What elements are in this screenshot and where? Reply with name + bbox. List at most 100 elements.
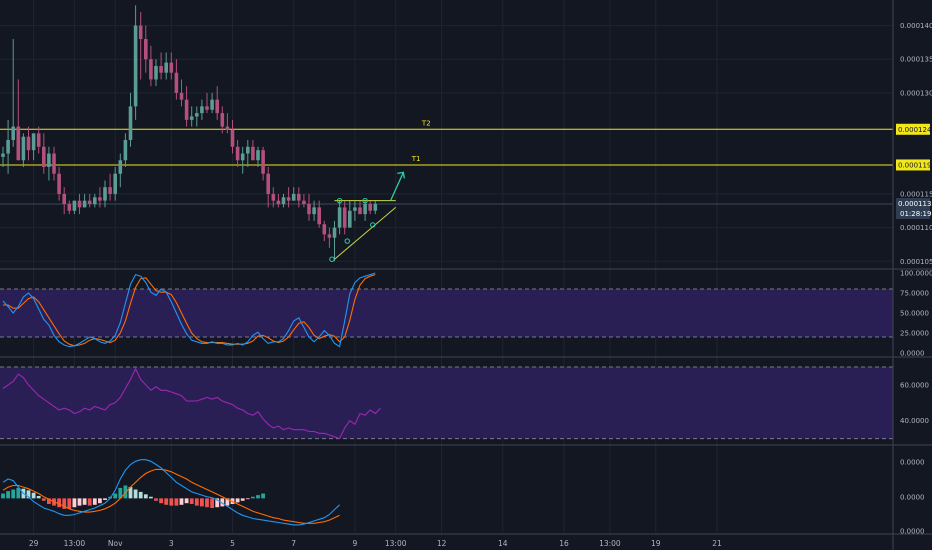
macd-histogram-bar (184, 498, 189, 504)
candle-body (103, 187, 107, 201)
pattern-pivot-marker (362, 197, 368, 204)
candle-body (302, 200, 306, 205)
macd-histogram-bar (225, 498, 230, 506)
macd-histogram-bar (36, 495, 41, 499)
candle-body (363, 204, 367, 215)
candle-body (164, 62, 168, 73)
candle-body (93, 197, 97, 205)
candle-body (82, 200, 87, 208)
candle-body (342, 207, 347, 228)
macd-pane[interactable] (1, 459, 340, 526)
candle-body (210, 99, 214, 110)
candle-body (128, 106, 133, 141)
candle-body (184, 99, 189, 120)
time-tick-label: 7 (291, 539, 296, 548)
macd-histogram-bar (47, 498, 51, 504)
pattern-support-line (334, 207, 397, 260)
macd-histogram-bar (113, 493, 118, 499)
pattern-pivot-marker (329, 256, 335, 262)
candle-body (154, 65, 158, 80)
macd-histogram-bar (261, 493, 265, 499)
candle-body (240, 153, 245, 161)
macd-histogram-bar (245, 498, 250, 500)
candle-body (47, 153, 51, 167)
macd-histogram-bar (251, 496, 255, 499)
macd-signal-line (2, 468, 340, 524)
candle-body (113, 173, 117, 194)
breakout-arrowhead-icon (397, 171, 405, 179)
macd-histogram-bar (235, 498, 240, 503)
pattern-pivot-marker (336, 197, 343, 204)
candle-body (230, 129, 235, 147)
macd-histogram-bar (6, 491, 10, 499)
macd-line (2, 459, 340, 526)
candle-body (195, 113, 199, 117)
candle-body (235, 146, 240, 161)
candle-body (16, 126, 21, 161)
price-pane[interactable]: T2 T1 (0, 5, 893, 262)
candle-body (62, 193, 66, 205)
rsi-tick-label: 40.0000 (900, 417, 929, 425)
macd-histogram-bar (200, 498, 204, 507)
candle-body (118, 160, 123, 174)
candle-body (373, 204, 378, 211)
time-tick-label: 29 (29, 539, 39, 548)
pattern-pivot-marker (344, 238, 350, 244)
candle-body (266, 173, 270, 194)
candle-body (36, 133, 41, 147)
candle-body (98, 197, 102, 201)
macd-histogram-bar (103, 498, 107, 500)
candle-body (348, 210, 352, 228)
rsi-line (2, 367, 381, 440)
current-price-label: 0.0001135 (898, 200, 932, 208)
macd-histogram-bar (154, 498, 158, 501)
candle-body (108, 187, 112, 194)
macd-histogram-bar (16, 487, 21, 499)
macd-histogram-bar (92, 498, 97, 505)
macd-histogram-bar (98, 498, 102, 504)
candle-body (368, 204, 372, 211)
candle-body (87, 200, 92, 205)
macd-histogram-bar (133, 489, 138, 499)
time-tick-label: 5 (230, 539, 235, 548)
time-axis[interactable]: 29 13:00 Nov 3 5 7 9 13:00 12 14 16 13:00 19 21 (29, 539, 722, 548)
candle-body (174, 72, 179, 93)
candle-body (6, 140, 10, 154)
candle-body (276, 200, 281, 205)
macd-tick-label: 0.0000 (900, 459, 925, 467)
candle-body (322, 224, 327, 235)
candle-body (281, 197, 286, 205)
candle-body (57, 173, 61, 194)
candle-body (271, 193, 276, 201)
candle-body (220, 113, 225, 127)
rsi-pane[interactable] (0, 366, 893, 440)
stochastic-pane[interactable] (0, 272, 893, 348)
time-tick-label: 16 (559, 539, 569, 548)
candle-body (332, 227, 337, 238)
target-label-t1: T1 (411, 155, 421, 163)
macd-histogram-bar (240, 498, 245, 501)
macd-histogram-bar (1, 493, 5, 499)
macd-histogram-bar (72, 498, 77, 508)
rsi-tick-label: 60.0000 (900, 381, 929, 389)
time-tick-label: 13:00 (64, 539, 86, 548)
candle-body (297, 193, 301, 201)
stochastic-tick-label: 0.0000 (900, 350, 925, 358)
macd-histogram-bar (189, 498, 194, 504)
macd-histogram-bar (11, 489, 16, 499)
target-price-tag (896, 123, 930, 135)
candle-body (169, 62, 174, 73)
stochastic-tick-label: 100.0000 (900, 270, 932, 278)
macd-histogram-bar (210, 498, 214, 509)
macd-histogram-bar (205, 498, 209, 508)
candle-body (26, 136, 31, 151)
candle-body (251, 146, 255, 161)
